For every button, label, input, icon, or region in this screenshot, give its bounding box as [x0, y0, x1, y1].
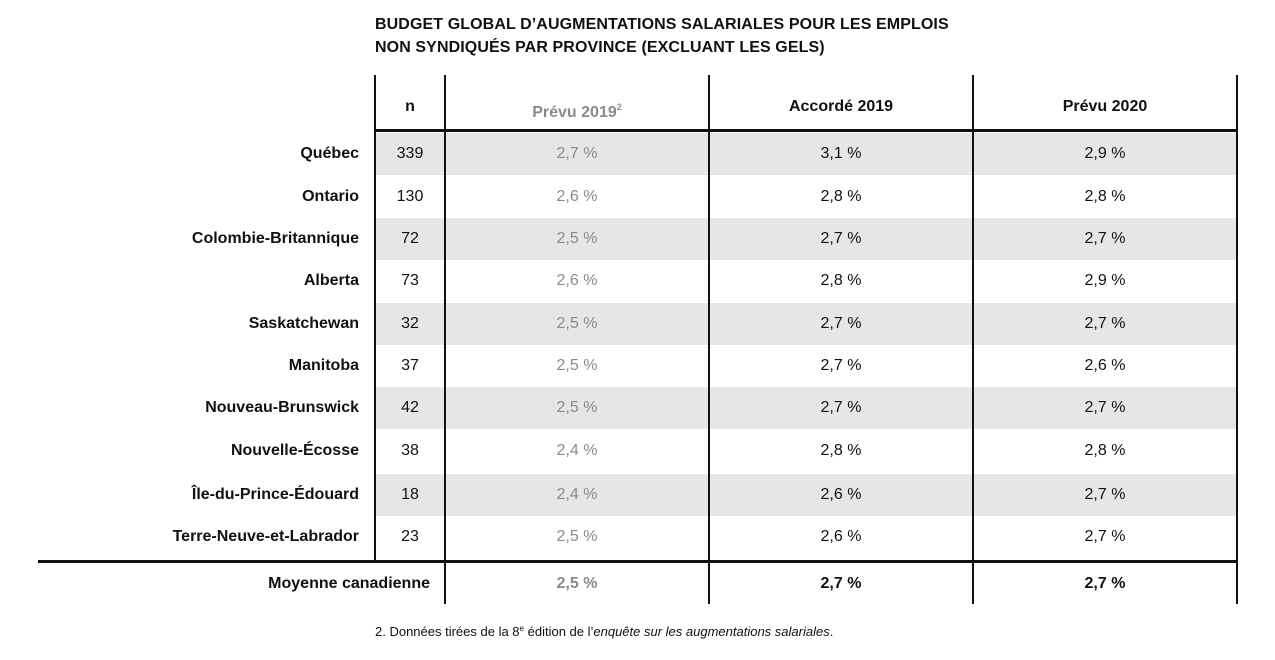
prevu-2019-value: 2,6 % — [556, 272, 598, 289]
prevu-2019-value: 2,6 % — [556, 188, 598, 205]
row-shade — [375, 303, 1236, 345]
title-line-1: BUDGET GLOBAL D’AUGMENTATIONS SALARIALES… — [375, 16, 949, 33]
footnote-sup: e — [519, 624, 524, 633]
accorde-2019-value: 3,1 % — [820, 145, 862, 162]
divider-n — [444, 75, 446, 604]
prevu-2020-value: 2,7 % — [1084, 230, 1126, 247]
accorde-2019-value: 2,7 % — [820, 357, 862, 374]
province-name: Île-du-Prince-Édouard — [191, 486, 359, 503]
prevu-2019-value: 2,4 % — [556, 486, 598, 503]
table-row: Terre-Neuve-et-Labrador 23 2,5 % 2,6 % 2,7 % — [0, 516, 1275, 558]
average-prevu-2020: 2,7 % — [1084, 575, 1126, 592]
table-row: Nouveau-Brunswick 42 2,5 % 2,7 % 2,7 % — [0, 387, 1275, 429]
header-footnote-ref: 2 — [616, 102, 622, 112]
footnote-italic: enquête sur les augmentations salariales — [593, 624, 830, 639]
table-row: Nouvelle-Écosse 38 2,4 % 2,8 % 2,8 % — [0, 430, 1275, 472]
divider-col2 — [972, 75, 974, 604]
respondent-count: 130 — [396, 188, 424, 205]
province-name: Québec — [300, 145, 359, 162]
header-n: n — [405, 98, 415, 115]
table-row: Manitoba 37 2,5 % 2,7 % 2,6 % — [0, 345, 1275, 387]
table-row: Île-du-Prince-Édouard 18 2,4 % 2,6 % 2,7 % — [0, 474, 1275, 516]
divider-col1 — [708, 75, 710, 604]
accorde-2019-value: 2,7 % — [820, 230, 862, 247]
respondent-count: 72 — [401, 230, 419, 247]
prevu-2019-value: 2,7 % — [556, 145, 598, 162]
respondent-count: 38 — [401, 442, 419, 459]
average-accorde-2019: 2,7 % — [820, 575, 862, 592]
table-row: Colombie-Britannique 72 2,5 % 2,7 % 2,7 % — [0, 218, 1275, 260]
table-title: BUDGET GLOBAL D’AUGMENTATIONS SALARIALES… — [375, 13, 949, 59]
respondent-count: 32 — [401, 315, 419, 332]
prevu-2020-value: 2,7 % — [1084, 528, 1126, 545]
prevu-2019-value: 2,5 % — [556, 399, 598, 416]
prevu-2020-value: 2,9 % — [1084, 272, 1126, 289]
footnote: 2. Données tirées de la 8e édition de l’… — [375, 624, 833, 639]
average-label: Moyenne canadienne — [268, 575, 430, 592]
prevu-2019-value: 2,5 % — [556, 528, 598, 545]
respondent-count: 42 — [401, 399, 419, 416]
divider-left — [374, 75, 376, 560]
province-name: Saskatchewan — [248, 315, 359, 332]
prevu-2019-value: 2,5 % — [556, 357, 598, 374]
prevu-2020-value: 2,8 % — [1084, 442, 1126, 459]
accorde-2019-value: 2,6 % — [820, 486, 862, 503]
prevu-2020-value: 2,8 % — [1084, 188, 1126, 205]
prevu-2019-value: 2,5 % — [556, 230, 598, 247]
prevu-2020-value: 2,6 % — [1084, 357, 1126, 374]
respondent-count: 339 — [396, 145, 424, 162]
prevu-2019-value: 2,4 % — [556, 442, 598, 459]
table-row: Alberta 73 2,6 % 2,8 % 2,9 % — [0, 260, 1275, 302]
row-shade — [375, 218, 1236, 260]
header-prevu-2020: Prévu 2020 — [1062, 98, 1148, 115]
respondent-count: 37 — [401, 357, 419, 374]
accorde-2019-value: 2,8 % — [820, 272, 862, 289]
table-row: Québec 339 2,7 % 3,1 % 2,9 % — [0, 133, 1275, 175]
respondent-count: 18 — [401, 486, 419, 503]
footnote-middle: édition de l’ — [524, 624, 594, 639]
province-name: Alberta — [303, 272, 359, 289]
title-line-2: NON SYNDIQUÉS PAR PROVINCE (EXCLUANT LES… — [375, 39, 825, 56]
average-prevu-2019: 2,5 % — [556, 575, 598, 592]
header-prevu-2019: Prévu 20192 — [446, 95, 708, 121]
table-row: Saskatchewan 32 2,5 % 2,7 % 2,7 % — [0, 303, 1275, 345]
accorde-2019-value: 2,8 % — [820, 442, 862, 459]
accorde-2019-value: 2,7 % — [820, 399, 862, 416]
respondent-count: 23 — [401, 528, 419, 545]
accorde-2019-value: 2,6 % — [820, 528, 862, 545]
respondent-count: 73 — [401, 272, 419, 289]
prevu-2020-value: 2,7 % — [1084, 486, 1126, 503]
prevu-2019-value: 2,5 % — [556, 315, 598, 332]
prevu-2020-value: 2,9 % — [1084, 145, 1126, 162]
footnote-suffix: . — [829, 624, 834, 639]
prevu-2020-value: 2,7 % — [1084, 399, 1126, 416]
header-accorde-2019: Accordé 2019 — [788, 98, 894, 115]
table-row: Ontario 130 2,6 % 2,8 % 2,8 % — [0, 176, 1275, 218]
row-shade — [375, 387, 1236, 429]
row-shade — [375, 133, 1236, 175]
header-rule — [375, 129, 1237, 132]
header-prevu-2019-label: Prévu 2019 — [532, 104, 617, 121]
province-name: Terre-Neuve-et-Labrador — [172, 528, 359, 545]
province-name: Colombie-Britannique — [191, 230, 359, 247]
row-shade — [375, 474, 1236, 516]
accorde-2019-value: 2,8 % — [820, 188, 862, 205]
footnote-prefix: 2. Données tirées de la 8 — [375, 624, 520, 639]
accorde-2019-value: 2,7 % — [820, 315, 862, 332]
divider-right — [1236, 75, 1238, 604]
province-name: Ontario — [302, 188, 359, 205]
province-name: Manitoba — [288, 357, 359, 374]
province-name: Nouveau-Brunswick — [205, 399, 359, 416]
prevu-2020-value: 2,7 % — [1084, 315, 1126, 332]
average-row: Moyenne canadienne 2,5 % 2,7 % 2,7 % — [0, 563, 1275, 605]
average-rule — [38, 560, 1237, 563]
province-name: Nouvelle-Écosse — [230, 442, 359, 459]
